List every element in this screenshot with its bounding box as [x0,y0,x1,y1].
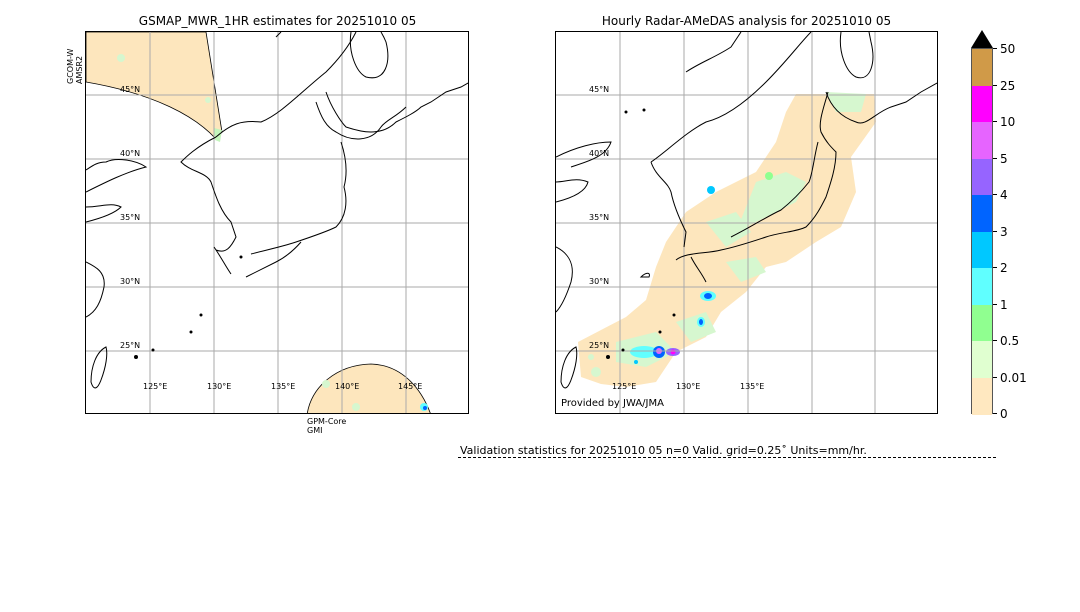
left-lat-35: 35°N [120,213,141,222]
right-lon-130: 130°E [676,382,701,391]
sat-name-amsr2: AMSR2 [75,55,84,84]
tick [993,267,997,268]
colorbar-label-3: 3 [1000,225,1008,239]
tick [993,121,997,122]
left-lon-130: 130°E [207,382,232,391]
left-lon-140: 140°E [335,382,360,391]
tick [993,158,997,159]
tick [993,194,997,195]
colorbar-label-4: 4 [1000,188,1008,202]
tick [993,48,997,49]
colorbar-label-25: 25 [1000,79,1016,93]
sat-name-gpmcore: GPM-Core [307,417,347,426]
colorbar-seg-2-3 [972,232,992,268]
right-lat-45: 45°N [589,85,610,94]
tick [993,231,997,232]
tick [993,85,997,86]
left-lon-145: 145°E [398,382,423,391]
colorbar-seg-25-50 [972,49,992,86]
right-lon-135: 135°E [740,382,765,391]
right-lat-30: 30°N [589,277,610,286]
colorbar-extend-arrow [971,30,993,48]
colorbar-seg-0.5-1 [972,305,992,341]
tick [993,304,997,305]
right-lon-125: 125°E [612,382,637,391]
right-lat-25: 25°N [589,341,610,350]
right-map-title: Hourly Radar-AMeDAS analysis for 2025101… [601,14,892,28]
validation-statistics: Validation statistics for 20251010 05 n=… [460,444,867,457]
tick [993,377,997,378]
left-lat-30: 30°N [120,277,141,286]
colorbar-label-5: 5 [1000,152,1008,166]
tick [993,340,997,341]
colorbar-label-0: 0 [1000,407,1008,421]
left-satellite-label-top: GCOM-W AMSR2 [66,49,84,84]
colorbar-label-0.5: 0.5 [1000,334,1020,348]
right-lat-40: 40°N [589,149,610,158]
data-credit: Provided by JWA/JMA [561,398,664,409]
left-lat-40: 40°N [120,149,141,158]
sat-name-gcomw: GCOM-W [66,48,75,84]
colorbar-label-10: 10 [1000,115,1016,129]
colorbar-label-50: 50 [1000,42,1016,56]
left-lat-45: 45°N [120,85,141,94]
left-lon-135: 135°E [271,382,296,391]
left-lon-125: 125°E [143,382,168,391]
colorbar [971,48,993,415]
left-satellite-label-bottom: GPM-Core GMI [307,417,346,435]
colorbar-seg-0-0.01 [972,378,992,415]
right-map: 45°N 40°N 35°N 30°N 25°N 125°E 130°E 135… [555,31,938,414]
tick [993,413,997,414]
colorbar-label-0.01: 0.01 [1000,371,1027,385]
left-lat-25: 25°N [120,341,141,350]
left-map-graphic [86,32,468,413]
right-map-graphic [556,32,937,413]
colorbar-seg-4-5 [972,159,992,195]
colorbar-label-1: 1 [1000,298,1008,312]
colorbar-seg-3-4 [972,195,992,232]
colorbar-seg-0.01-0.5 [972,341,992,378]
colorbar-seg-1-2 [972,268,992,305]
left-map: 45°N 40°N 35°N 30°N 25°N 125°E 130°E 135… [85,31,469,414]
left-map-title: GSMAP_MWR_1HR estimates for 20251010 05 [138,14,417,28]
sat-name-gmi: GMI [307,426,323,435]
colorbar-label-2: 2 [1000,261,1008,275]
dashed-divider [458,457,996,458]
right-lat-35: 35°N [589,213,610,222]
colorbar-seg-5-10 [972,122,992,159]
colorbar-seg-10-25 [972,86,992,122]
